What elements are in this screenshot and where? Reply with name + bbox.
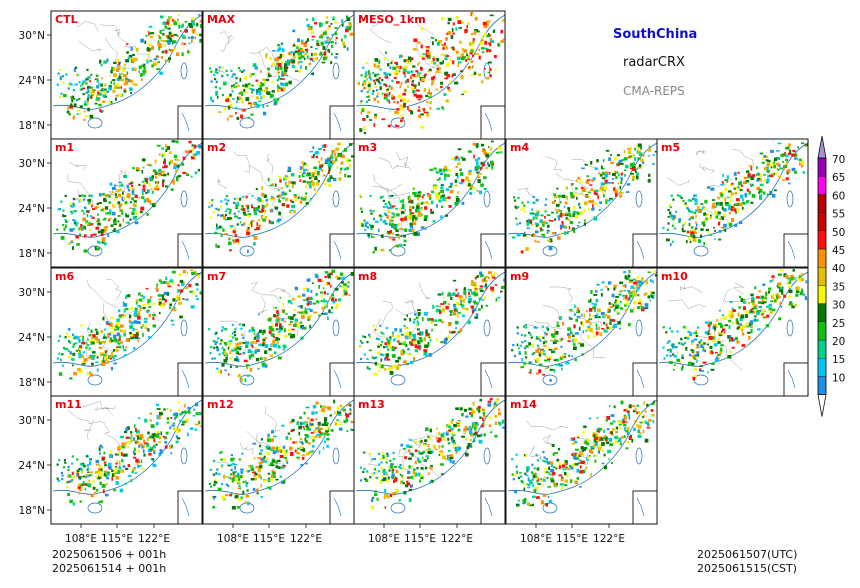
colorbar-segment bbox=[817, 285, 827, 304]
panel-label: MESO_1km bbox=[358, 13, 426, 26]
valid-time: 2025061507(UTC) 2025061515(CST) bbox=[697, 548, 797, 576]
lon-tick-label: 122°E bbox=[290, 533, 322, 545]
init-time-cst: 2025061514 + 001h bbox=[52, 562, 167, 575]
colorbar-tick-label: 30 bbox=[832, 300, 845, 312]
colorbar-segment bbox=[817, 248, 827, 268]
lon-tick-label: 122°E bbox=[441, 533, 473, 545]
model-title: CMA-REPS bbox=[623, 84, 685, 98]
valid-time-cst: 2025061515(CST) bbox=[697, 562, 797, 575]
lon-tick-label: 108°E bbox=[368, 533, 400, 545]
map-panel: CTL bbox=[50, 10, 204, 140]
lat-tick-label: 30°N bbox=[19, 415, 45, 427]
lon-tick-label: 115°E bbox=[556, 533, 588, 545]
lon-tick-label: 115°E bbox=[253, 533, 285, 545]
colorbar-segment bbox=[817, 157, 827, 177]
panel-label: m3 bbox=[358, 141, 377, 154]
colorbar-tick-label: 60 bbox=[832, 190, 845, 202]
panel-label: m4 bbox=[510, 141, 529, 154]
panel-label: m12 bbox=[207, 398, 234, 411]
map-panel: m1 bbox=[50, 138, 203, 268]
colorbar-tick-label: 25 bbox=[832, 318, 845, 330]
lon-tick-label: 122°E bbox=[593, 533, 625, 545]
colorbar-segment bbox=[817, 376, 827, 395]
panel-label: m8 bbox=[358, 270, 377, 283]
map-panel: MAX bbox=[202, 10, 355, 140]
map-panel: m5 bbox=[656, 138, 809, 268]
colorbar-segment bbox=[817, 339, 827, 359]
init-time: 2025061506 + 001h 2025061514 + 001h bbox=[52, 548, 166, 576]
lon-tick-label: 115°E bbox=[101, 533, 133, 545]
panel-label: m14 bbox=[510, 398, 537, 411]
map-panel: m7 bbox=[202, 267, 355, 397]
panel-label: MAX bbox=[207, 13, 235, 26]
panel-label: m10 bbox=[661, 270, 688, 283]
colorbar-segment bbox=[817, 267, 827, 286]
panel-label: m13 bbox=[358, 398, 385, 411]
lat-tick-label: 24°N bbox=[19, 460, 45, 472]
colorbar-segment bbox=[817, 194, 827, 213]
map-panel: m12 bbox=[202, 395, 355, 525]
panel-label: m6 bbox=[55, 270, 74, 283]
colorbar-tick-label: 45 bbox=[832, 245, 845, 257]
lat-tick-label: 18°N bbox=[19, 248, 45, 260]
colorbar-tick-label: 55 bbox=[832, 209, 845, 221]
colorbar-segment bbox=[817, 175, 827, 195]
colorbar-tick-label: 15 bbox=[832, 354, 845, 366]
colorbar-tick-label: 50 bbox=[832, 227, 845, 239]
panel-label: m7 bbox=[207, 270, 226, 283]
colorbar-segment bbox=[817, 321, 827, 341]
panel-label: m5 bbox=[661, 141, 680, 154]
colorbar-segment bbox=[817, 230, 827, 250]
panel-label: m1 bbox=[55, 141, 74, 154]
panel-label: CTL bbox=[55, 13, 78, 26]
colorbar-tick-label: 70 bbox=[832, 154, 845, 166]
lon-tick-label: 115°E bbox=[404, 533, 436, 545]
lat-tick-label: 18°N bbox=[19, 505, 45, 517]
map-panel: m4 bbox=[505, 138, 658, 268]
colorbar-bottom-extend bbox=[817, 394, 827, 417]
colorbar-tick-label: 40 bbox=[832, 263, 845, 275]
map-panel: MESO_1km bbox=[353, 10, 506, 140]
lat-tick-label: 18°N bbox=[19, 120, 45, 132]
variable-title: radarCRX bbox=[623, 55, 685, 70]
map-panel: m10 bbox=[656, 267, 809, 397]
panel-label: m2 bbox=[207, 141, 226, 154]
lon-tick-label: 122°E bbox=[138, 533, 170, 545]
lon-tick-label: 108°E bbox=[65, 533, 97, 545]
colorbar-tick-label: 10 bbox=[832, 372, 845, 384]
lon-tick-label: 108°E bbox=[217, 533, 249, 545]
map-panel: m11 bbox=[50, 395, 203, 525]
colorbar: 10 15 20 25 30 35 40 45 50 55 60 65 70 bbox=[817, 135, 845, 417]
map-panel: m2 bbox=[202, 138, 355, 268]
map-panel: m13 bbox=[353, 395, 506, 525]
panel-label: m9 bbox=[510, 270, 529, 283]
lat-tick-label: 30°N bbox=[19, 287, 45, 299]
colorbar-top-extend bbox=[817, 135, 827, 159]
valid-time-utc: 2025061507(UTC) bbox=[697, 548, 798, 561]
region-title: SouthChina bbox=[613, 27, 698, 42]
lat-tick-label: 30°N bbox=[19, 158, 45, 170]
colorbar-tick-label: 35 bbox=[832, 281, 845, 293]
lon-tick-label: 108°E bbox=[520, 533, 552, 545]
colorbar-segment bbox=[817, 212, 827, 232]
colorbar-segment bbox=[817, 358, 827, 377]
lat-tick-label: 30°N bbox=[19, 30, 45, 42]
lat-tick-label: 18°N bbox=[19, 377, 45, 389]
map-panel: m8 bbox=[353, 267, 507, 397]
init-time-utc: 2025061506 + 001h bbox=[52, 548, 167, 561]
colorbar-segment bbox=[817, 303, 827, 323]
panel-label: m11 bbox=[55, 398, 82, 411]
lat-tick-label: 24°N bbox=[19, 332, 45, 344]
map-panel: m14 bbox=[505, 395, 658, 525]
lat-tick-label: 24°N bbox=[19, 203, 45, 215]
map-panel: m9 bbox=[505, 267, 659, 397]
map-panel: m3 bbox=[353, 138, 506, 268]
colorbar-tick-label: 20 bbox=[832, 336, 845, 348]
colorbar-tick-label: 65 bbox=[832, 172, 845, 184]
map-panel: m6 bbox=[50, 267, 203, 397]
lat-tick-label: 24°N bbox=[19, 75, 45, 87]
